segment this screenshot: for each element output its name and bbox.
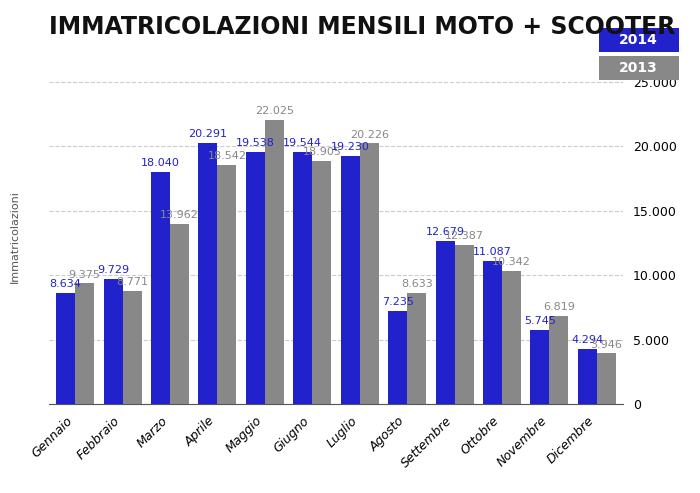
Bar	[151, 172, 170, 404]
Bar	[170, 224, 189, 404]
Text: 10.342: 10.342	[492, 257, 531, 267]
Bar	[389, 311, 407, 404]
Bar	[502, 271, 521, 404]
Text: 9.729: 9.729	[97, 265, 129, 275]
Text: 22.025: 22.025	[255, 106, 294, 116]
Bar	[246, 152, 265, 404]
Bar	[75, 283, 94, 404]
Text: 20.226: 20.226	[350, 130, 389, 140]
Text: 8.771: 8.771	[116, 277, 148, 287]
Text: 6.819: 6.819	[543, 303, 575, 313]
Bar	[341, 156, 360, 404]
Text: Immatricolazioni: Immatricolazioni	[10, 190, 20, 283]
Bar	[360, 143, 379, 404]
Bar	[293, 152, 312, 404]
Text: 18.040: 18.040	[141, 158, 180, 168]
Text: 18.905: 18.905	[302, 146, 341, 157]
Bar	[104, 279, 122, 404]
Text: 9.375: 9.375	[69, 270, 101, 280]
Bar	[483, 261, 502, 404]
Bar	[218, 165, 237, 404]
Text: 20.291: 20.291	[188, 129, 228, 139]
Bar	[312, 161, 331, 404]
Text: 12.679: 12.679	[426, 227, 465, 237]
Text: 8.634: 8.634	[50, 279, 81, 289]
Text: 3.946: 3.946	[591, 340, 622, 350]
Bar	[578, 349, 597, 404]
Bar	[56, 293, 75, 404]
Bar	[407, 293, 426, 404]
Bar	[198, 142, 218, 404]
Bar	[122, 291, 141, 404]
Text: 19.538: 19.538	[236, 139, 275, 148]
Text: 4.294: 4.294	[571, 335, 603, 345]
Bar	[265, 120, 284, 404]
Bar	[597, 353, 616, 404]
Text: 5.745: 5.745	[524, 317, 556, 326]
Text: 19.544: 19.544	[284, 139, 322, 148]
Text: 2013: 2013	[620, 61, 658, 75]
Bar	[531, 330, 550, 404]
Bar	[435, 241, 454, 404]
Text: 7.235: 7.235	[382, 297, 414, 307]
Text: 2014: 2014	[620, 33, 658, 47]
Text: IMMATRICOLAZIONI MENSILI MOTO + SCOOTER: IMMATRICOLAZIONI MENSILI MOTO + SCOOTER	[49, 15, 676, 39]
Text: 11.087: 11.087	[473, 247, 512, 257]
Text: 13.962: 13.962	[160, 211, 199, 220]
Bar	[550, 317, 568, 404]
Text: 18.542: 18.542	[207, 151, 246, 161]
Text: 8.633: 8.633	[401, 279, 433, 289]
Text: 12.387: 12.387	[444, 231, 484, 241]
Text: 19.230: 19.230	[331, 142, 370, 152]
Bar	[454, 245, 474, 404]
